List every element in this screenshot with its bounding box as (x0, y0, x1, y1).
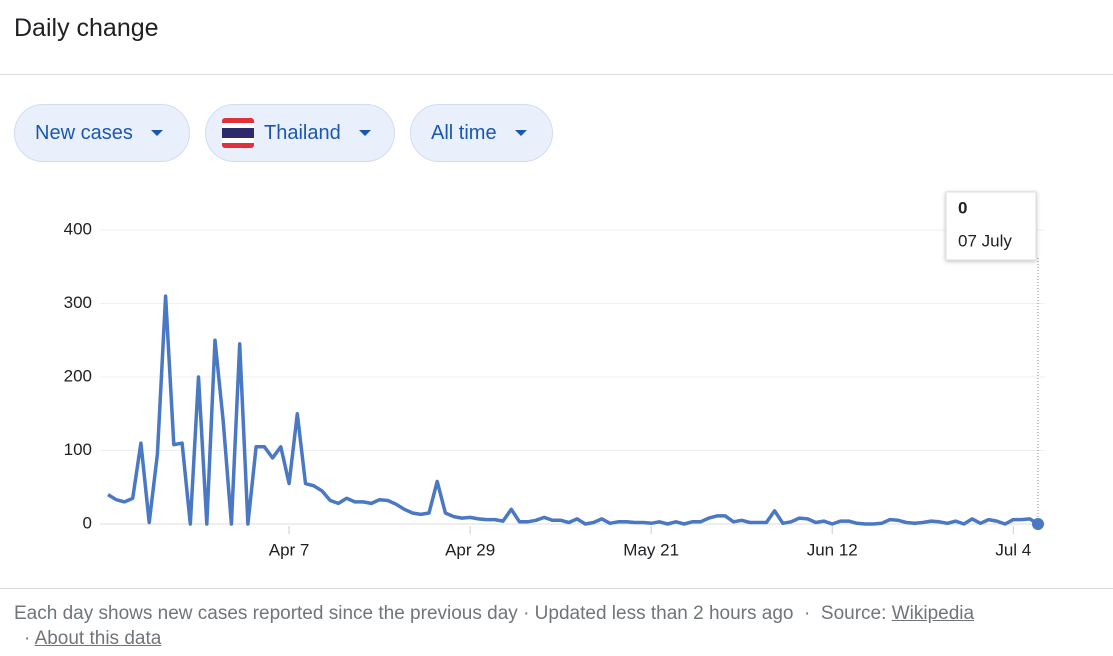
y-tick-label: 400 (64, 219, 92, 238)
hover-point (1031, 518, 1044, 530)
page-title: Daily change (14, 14, 159, 42)
y-tick-label: 0 (83, 513, 92, 532)
source-label: Source: (820, 603, 887, 624)
caret (150, 130, 163, 136)
chart: 0 100 200 300 400 Apr 7 Apr 29 May 21 Jun 12 Jul … (64, 191, 1045, 559)
x-tick-label: Jun 12 (807, 540, 858, 559)
x-tick-label: Jul 4 (995, 540, 1031, 559)
tooltip-value: 0 (958, 198, 967, 217)
filter-label: All time (431, 121, 497, 144)
y-tick-label: 100 (64, 440, 92, 459)
caret (358, 130, 371, 136)
x-tick-label: Apr 7 (269, 540, 310, 559)
separator: · (523, 603, 530, 624)
range-filter[interactable]: All time (410, 104, 553, 162)
x-tick-label: Apr 29 (445, 540, 495, 559)
filter-label: Thailand (264, 121, 341, 144)
y-tick-label: 200 (64, 366, 92, 385)
y-tick-label: 300 (64, 293, 92, 312)
about-link[interactable]: About this data (34, 628, 162, 649)
source-link[interactable]: Wikipedia (891, 603, 975, 624)
footer-line: · About this data (24, 628, 161, 650)
footer-updated: Updated less than 2 hours ago (534, 603, 794, 624)
separator: · (24, 628, 31, 649)
separator: · (804, 603, 811, 624)
caret (514, 130, 527, 136)
x-tick-label: May 21 (623, 540, 679, 559)
divider (0, 588, 1113, 589)
filter-label: New cases (35, 121, 133, 144)
data-line (107, 294, 1039, 526)
country-filter[interactable]: Thailand (205, 104, 395, 162)
tooltip: 0 07 July (945, 191, 1037, 261)
divider (0, 74, 1113, 75)
metric-filter[interactable]: New cases (14, 104, 190, 162)
tooltip-date: 07 July (958, 231, 1012, 250)
footer-note: Each day shows new cases reported since … (14, 603, 518, 624)
tooltip-box (945, 191, 1037, 261)
flag (222, 118, 254, 148)
footer-line: Each day shows new cases reported since … (14, 603, 974, 625)
